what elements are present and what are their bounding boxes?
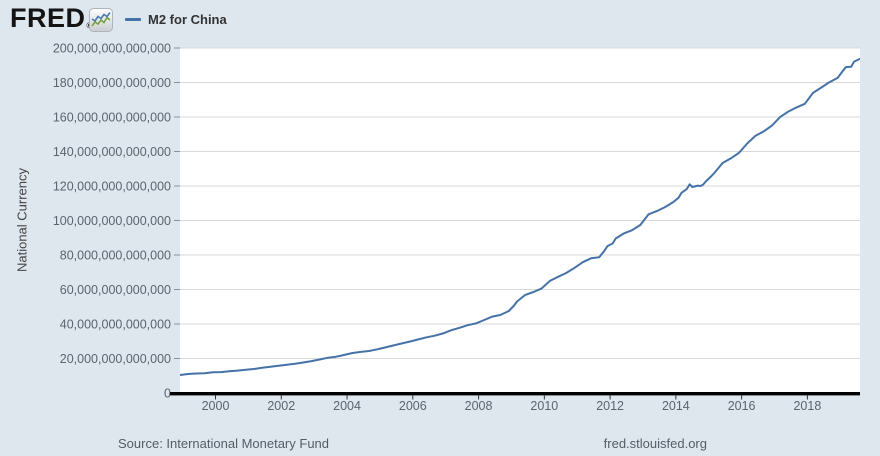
fred-site-link[interactable]: fred.stlouisfed.org [603,436,707,451]
x-axis-tick-label: 2018 [793,399,821,413]
y-axis-tick-label: 20,000,000,000,000 [60,352,171,366]
y-axis-tick-label: 140,000,000,000,000 [53,145,171,159]
x-axis-tick-label: 2014 [662,399,690,413]
x-axis-tick-label: 2004 [333,399,361,413]
x-axis-tick-label: 2016 [728,399,756,413]
fred-sparkline-icon [89,8,113,32]
y-axis-tick-label: 0 [164,387,171,401]
y-axis-tick-label: 120,000,000,000,000 [53,180,171,194]
y-axis-tick-label: 200,000,000,000,000 [53,42,171,56]
x-axis-tick-label: 2000 [202,399,230,413]
fred-logo-text: FRED [10,3,86,33]
y-axis-title: National Currency [14,167,30,273]
y-axis-tick-label: 40,000,000,000,000 [60,318,171,332]
x-axis-tick-label: 2006 [399,399,427,413]
legend-series-label: M2 for China [148,12,227,27]
legend-line-swatch [125,18,141,21]
series-line-m2-china [180,58,860,376]
y-axis-tick-label: 100,000,000,000,000 [53,214,171,228]
x-axis-line [170,392,860,396]
x-axis-tick-label: 2002 [267,399,295,413]
source-note: Source: International Monetary Fund [118,436,330,451]
x-axis-tick-label: 2012 [596,399,624,413]
y-axis-tick-label: 80,000,000,000,000 [60,249,171,263]
x-axis-tick-label: 2008 [465,399,493,413]
fred-logo[interactable]: FRED® [10,5,92,32]
x-axis-tick-label: 2010 [530,399,558,413]
y-axis-tick-label: 60,000,000,000,000 [60,283,171,297]
y-axis-tick-label: 160,000,000,000,000 [53,111,171,125]
chart-legend: M2 for China [125,12,227,27]
y-axis-tick-label: 180,000,000,000,000 [53,76,171,90]
